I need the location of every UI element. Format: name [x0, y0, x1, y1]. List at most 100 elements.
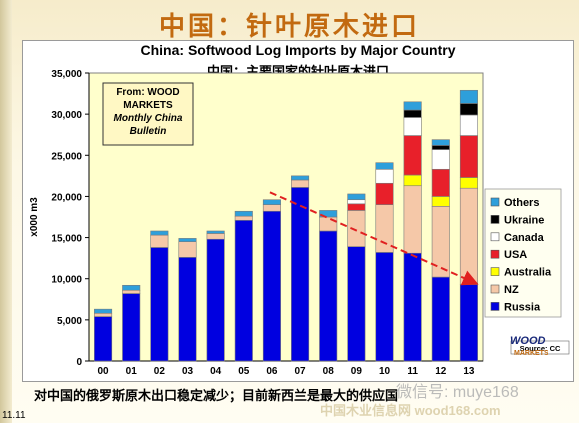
x-tick-label: 04	[210, 366, 222, 377]
y-tick-label: 35,000	[51, 69, 82, 80]
trend-arrow	[269, 191, 479, 286]
y-tick-label: 30,000	[51, 110, 82, 121]
bar-segment	[403, 174, 422, 187]
bar-segment	[459, 89, 478, 104]
source-note: Source: CC	[520, 344, 561, 353]
bar-segment	[206, 233, 225, 240]
bar-segment	[375, 182, 394, 205]
source-box-line: From: WOOD	[116, 87, 179, 98]
watermark-wechat: 微信号: muye168	[396, 384, 519, 401]
logo-text-bottom: MARKETS	[514, 350, 548, 357]
bar-segment	[94, 312, 113, 317]
x-tick-label: 06	[266, 366, 278, 377]
bar-segment	[431, 196, 450, 207]
slide-left-bar	[0, 0, 12, 423]
y-tick-label: 25,000	[51, 151, 82, 162]
bar-segment	[403, 117, 422, 136]
source-note-box	[510, 340, 570, 355]
bar-segment	[178, 257, 197, 362]
legend-label: Others	[504, 197, 539, 209]
bar-segment	[319, 216, 338, 232]
bar-segment	[262, 199, 281, 205]
bar-segment	[319, 210, 338, 218]
bar-segment	[459, 284, 478, 362]
bar-segment	[375, 162, 394, 170]
x-tick-label: 12	[435, 366, 447, 377]
source-box-line: Bulletin	[130, 126, 167, 137]
bar-segment	[291, 175, 310, 181]
legend-label: Canada	[504, 232, 545, 244]
bar-segment	[403, 101, 422, 111]
source-box	[102, 82, 194, 146]
legend-swatch	[490, 232, 500, 242]
x-tick-label: 11	[407, 366, 418, 377]
bar-segment	[178, 241, 197, 258]
bar-segment	[262, 204, 281, 212]
chart-svg: 0 5,000 10,000 15,000 20,000 25,000 30,000 35,0…	[29, 69, 570, 377]
bar-segment	[234, 219, 253, 362]
x-tick-label: 07	[295, 366, 307, 377]
bar-segment	[403, 185, 422, 254]
bar-segment	[459, 187, 478, 285]
legend-swatch	[490, 302, 500, 311]
bar-segment	[122, 284, 141, 291]
source-box-line: Monthly China	[114, 113, 183, 124]
bar-segment	[319, 230, 338, 362]
legend-swatch	[490, 215, 500, 224]
bar-segment	[122, 293, 141, 362]
legend-label: Russia	[504, 301, 541, 313]
bar-segment	[431, 276, 450, 362]
bar-segment	[347, 246, 366, 362]
legend-swatch	[490, 197, 500, 207]
bar-segment	[431, 168, 450, 197]
bar-segment	[375, 168, 394, 184]
bar-segment	[431, 206, 450, 278]
bar-segment	[431, 149, 450, 170]
legend-swatch	[490, 284, 500, 294]
legend-label: Australia	[504, 267, 552, 279]
legend-label: NZ	[504, 284, 519, 296]
x-tick-label: 00	[98, 366, 110, 377]
y-tick-label: 20,000	[51, 192, 82, 203]
bar-segment	[431, 145, 450, 150]
bar-segment	[347, 203, 366, 211]
bar-segment	[431, 139, 450, 146]
x-tick-label: 01	[126, 366, 138, 377]
bar-segment	[347, 193, 366, 201]
x-tick-label: 10	[379, 366, 391, 377]
y-axis-label: x000 m3	[29, 197, 40, 237]
bar-segment	[94, 316, 113, 362]
bar-segment	[206, 238, 225, 362]
bar-segment	[150, 230, 169, 236]
bar-segment	[122, 289, 141, 294]
x-tick-label: 05	[238, 366, 250, 377]
bar-segment	[150, 234, 169, 248]
bar-segment	[234, 215, 253, 221]
x-tick-label: 02	[154, 366, 166, 377]
bar-segment	[459, 135, 478, 178]
legend-label: USA	[504, 249, 527, 261]
page-number: 11.11	[2, 410, 26, 421]
legend-swatch	[490, 267, 500, 276]
y-tick-label: 10,000	[51, 275, 82, 286]
bar-segment	[206, 230, 225, 234]
y-tick-label: 5,000	[57, 316, 82, 327]
bar-segment	[178, 238, 197, 242]
bar-segment	[262, 210, 281, 362]
bar-segment	[459, 177, 478, 189]
legend-label: Ukraine	[504, 214, 544, 226]
legend-swatch	[490, 249, 500, 259]
y-tick-label: 15,000	[51, 234, 82, 245]
bar-segment	[375, 204, 394, 253]
source-box-line: MARKETS	[123, 100, 173, 111]
x-tick-label: 08	[323, 366, 335, 377]
bar-segment	[291, 187, 310, 362]
bar-segment	[459, 114, 478, 136]
bar-segment	[403, 135, 422, 176]
chart-title: China: Softwood Log Imports by Major Cou…	[140, 42, 456, 58]
x-tick-label: 13	[463, 366, 475, 377]
slide-title: 中国：针叶原木进口	[158, 12, 420, 42]
x-tick-label: 09	[351, 366, 363, 377]
chart-panel: China: Softwood Log Imports by Major Cou…	[22, 40, 574, 382]
x-tick-label: 03	[182, 366, 194, 377]
